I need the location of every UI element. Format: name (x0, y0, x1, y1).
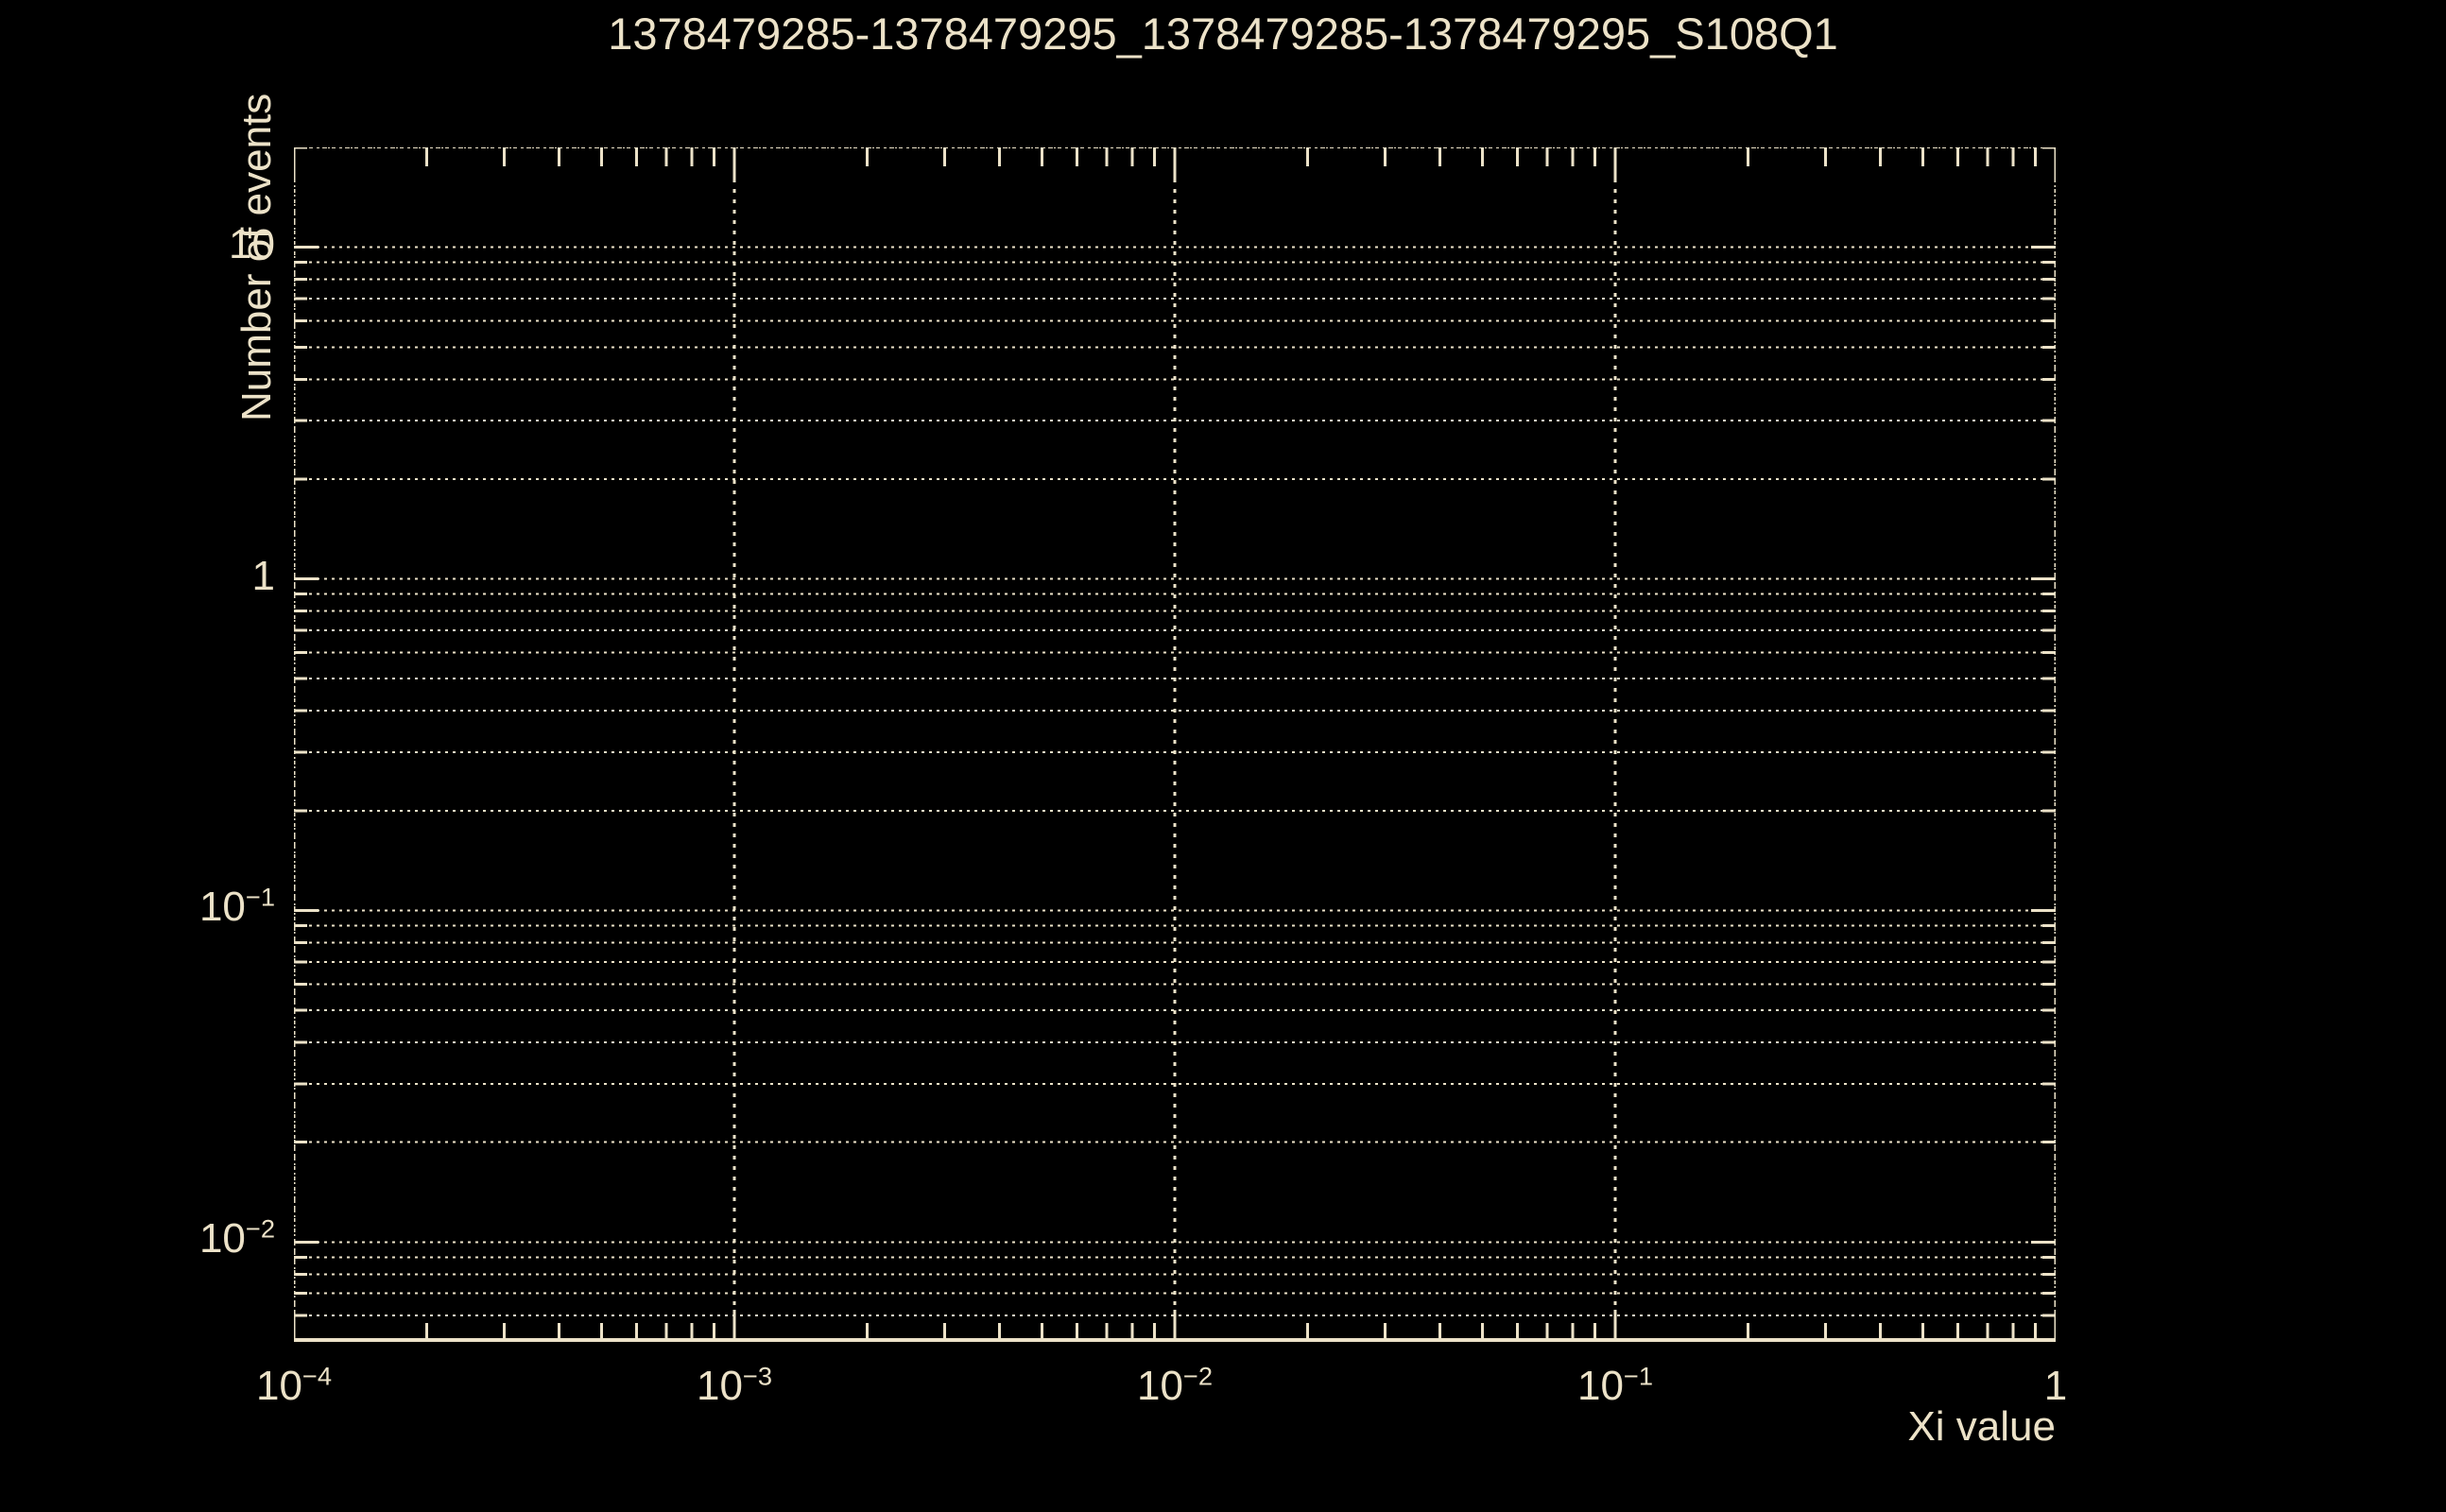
x-tick-label: 10−2 (1136, 1361, 1214, 1409)
page-title: 1378479285-1378479295_1378479285-1378479… (608, 9, 1838, 59)
x-tick-label: 10−1 (1576, 1361, 1654, 1409)
grid-and-axes (294, 147, 2056, 1342)
x-tick-label: 1 (2043, 1363, 2068, 1409)
y-tick-label: 1 (251, 552, 275, 599)
y-tick-label: 10 (229, 220, 275, 267)
x-tick-label: 10−3 (696, 1361, 773, 1409)
plot-frame: Number of events Xi value 10 1 10−1 10−2 10… (199, 94, 2067, 1450)
x-axis-title: Xi value (1907, 1403, 2056, 1450)
y-tick-label: 10−2 (198, 1213, 275, 1263)
x-tick-label: 10−4 (255, 1361, 333, 1409)
y-tick-label: 10−1 (198, 882, 275, 931)
